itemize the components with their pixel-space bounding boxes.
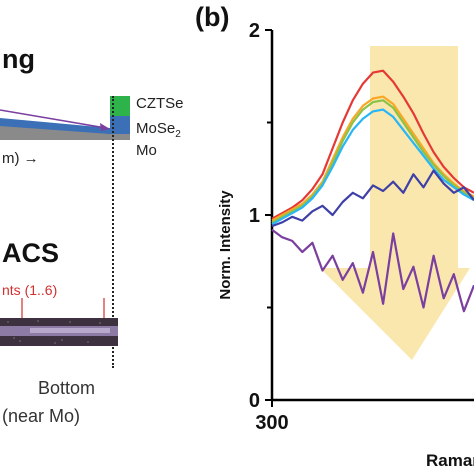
layer-label-mose2: MoSe2 — [136, 120, 181, 140]
layer-label-mo: Mo — [136, 142, 157, 159]
schematic-heading-top: ng — [2, 44, 35, 74]
y-tick-label: 0 — [249, 390, 260, 412]
series-line-4 — [271, 108, 474, 226]
czts-block — [110, 96, 130, 116]
schematic-heading-bottom: ACS — [2, 238, 60, 268]
series-line-6 — [271, 228, 474, 313]
highlight-arrow-head — [320, 268, 470, 360]
layer-label-mose2-subscript: 2 — [175, 129, 181, 140]
sample-strip-image — [0, 298, 118, 346]
x-tick-label: 300 — [255, 412, 288, 434]
layer-wedge-diagram — [0, 96, 130, 140]
bottom-label-line1: Bottom — [38, 378, 96, 398]
y-tick-label: 2 — [249, 20, 260, 42]
x-axis-label: Raman — [426, 451, 474, 470]
mo-wedge — [0, 126, 110, 140]
mo-block — [110, 134, 130, 140]
series-line-2 — [271, 95, 474, 222]
axis-fragment-label: m) → — [2, 150, 39, 167]
mose2-block — [110, 116, 130, 134]
panel-label-b: (b) — [195, 2, 230, 32]
bottom-label-line2: (near Mo) — [2, 406, 81, 426]
series-line-5 — [271, 169, 474, 228]
gradient-arrow-line — [0, 109, 107, 129]
schematic-panel: ng CZTSe MoSe2 Mo m) → ACS nts (1..6) Bo… — [0, 0, 200, 474]
series-line-3 — [271, 99, 474, 224]
layer-label-czts: CZTSe — [136, 95, 184, 112]
dotted-guide-line — [112, 96, 114, 368]
measurement-points-label: nts (1..6) — [2, 282, 58, 298]
highlight-arrow-shaft — [370, 46, 458, 268]
series-line-1 — [271, 69, 474, 220]
y-tick-label: 1 — [249, 205, 260, 227]
gradient-arrow-head — [100, 123, 110, 131]
y-axis-label: Norm. Intensity — [217, 190, 234, 300]
